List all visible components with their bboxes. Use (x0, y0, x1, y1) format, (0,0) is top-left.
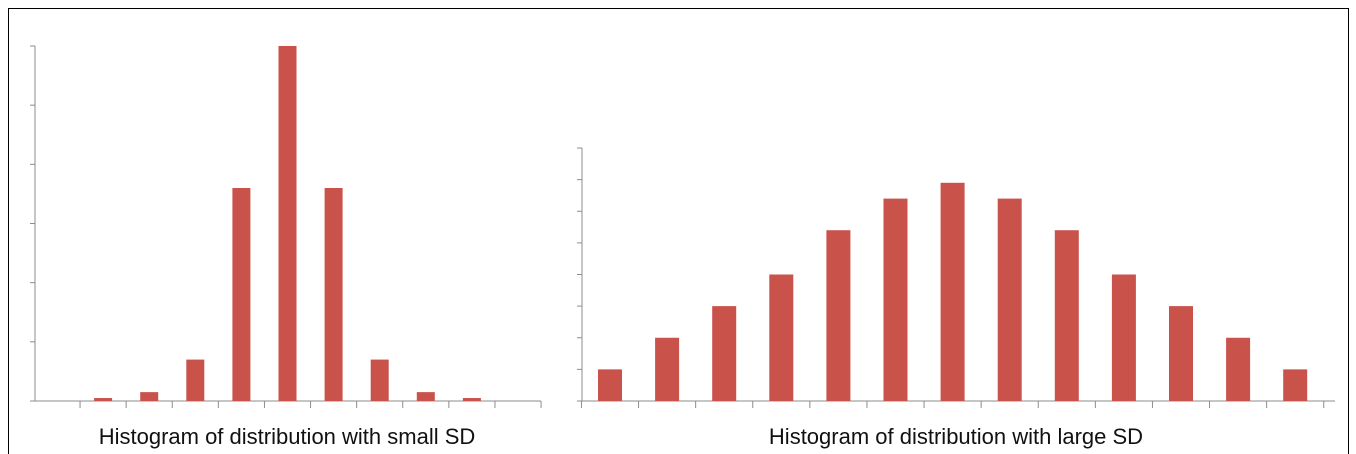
histogram-bar (1283, 369, 1308, 401)
histogram-bar (769, 274, 794, 401)
histogram-small-sd (30, 45, 542, 408)
histogram-bar (232, 188, 251, 401)
caption-small-sd: Histogram of distribution with small SD (98, 424, 476, 449)
histogram-bar (324, 188, 343, 401)
histogram-bar (1054, 230, 1079, 401)
histogram-bar (883, 198, 908, 401)
histogram-bar (598, 369, 622, 401)
histogram-bar (186, 359, 205, 401)
histogram-bar (1226, 337, 1251, 401)
histogram-bar (1169, 306, 1193, 401)
histogram-bar (940, 182, 965, 401)
histogram-large-sd (577, 147, 1335, 408)
caption-large-sd: Histogram of distribution with large SD (768, 424, 1144, 449)
histogram-bar (712, 306, 737, 401)
histogram-bar (278, 46, 297, 401)
histogram-bar (997, 198, 1022, 401)
histogram-bar (370, 359, 389, 401)
histogram-bar (1111, 274, 1136, 401)
histogram-bar (462, 398, 481, 401)
histogram-bar (655, 337, 680, 401)
histogram-bar (416, 392, 435, 401)
histogram-bar (94, 398, 113, 401)
histogram-bar (826, 230, 851, 401)
figure-frame (8, 8, 1349, 454)
histogram-bar (140, 392, 159, 401)
